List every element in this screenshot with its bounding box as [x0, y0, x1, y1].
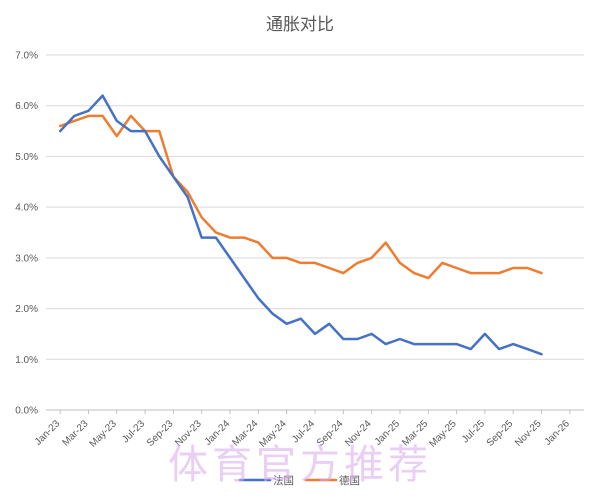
- chart-title: 通胀对比: [266, 15, 334, 35]
- y-tick-label: 7.0%: [15, 51, 38, 62]
- y-tick-label: 4.0%: [15, 203, 38, 214]
- y-tick-label: 0.0%: [15, 406, 38, 417]
- legend: 法国 德国: [238, 474, 360, 487]
- x-tick-label: Nov-25: [513, 418, 544, 449]
- watermark-text: 体育官方推荐: [168, 442, 432, 488]
- x-tick-label: Jul-25: [460, 418, 487, 445]
- series-line: [58, 94, 543, 356]
- x-tick-label: Mar-23: [60, 418, 90, 448]
- y-axis-tick-labels: 0.0% 1.0% 2.0% 3.0% 4.0% 5.0% 6.0% 7.0%: [15, 51, 38, 417]
- y-tick-label: 3.0%: [15, 253, 38, 264]
- x-tick-label: Sep-25: [485, 418, 516, 449]
- y-tick-label: 1.0%: [15, 355, 38, 366]
- series-line: [58, 114, 543, 280]
- y-tick-label: 5.0%: [15, 152, 38, 163]
- y-tick-label: 2.0%: [15, 304, 38, 315]
- series-lines: [58, 94, 543, 356]
- legend-label: 德国: [339, 474, 360, 487]
- x-tick-label: Jan-23: [33, 418, 63, 448]
- x-tick-label: May-25: [427, 418, 459, 450]
- x-tick-label: Jul-23: [120, 418, 147, 445]
- gridlines: [46, 54, 584, 411]
- legend-label: 法国: [273, 474, 294, 487]
- x-tick-label: May-23: [88, 418, 120, 450]
- y-tick-label: 6.0%: [15, 101, 38, 112]
- x-tick-label: Jan-26: [543, 418, 573, 448]
